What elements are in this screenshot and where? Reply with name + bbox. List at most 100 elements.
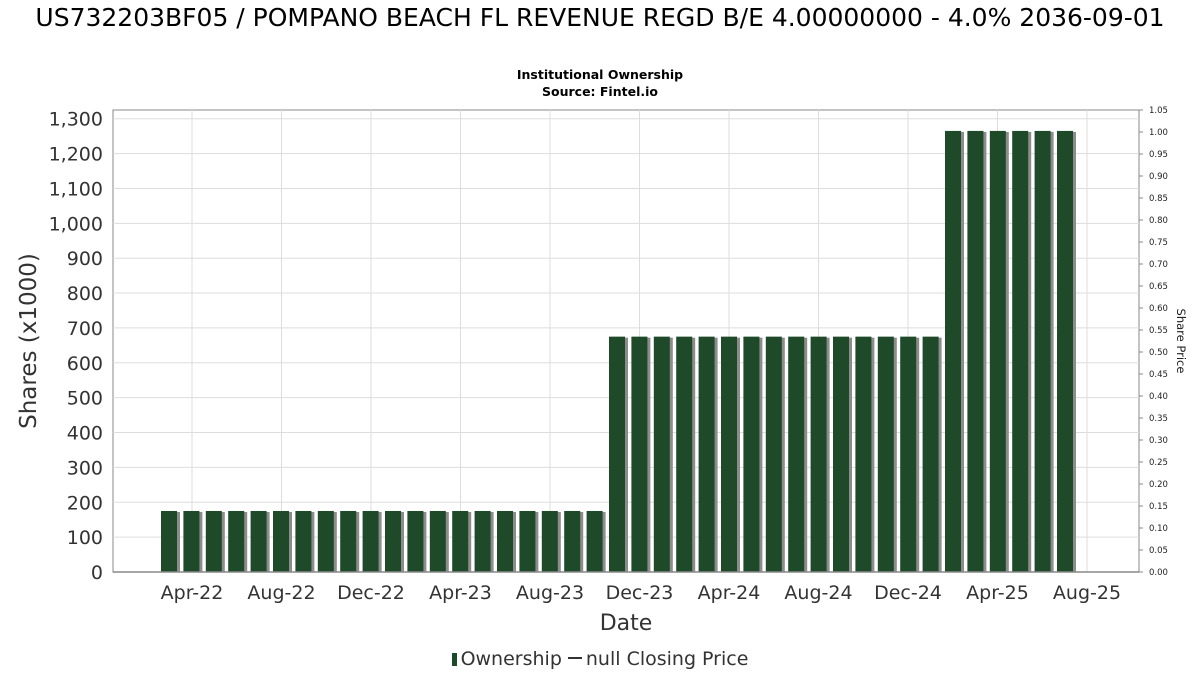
ownership-bar — [676, 336, 693, 572]
y-tick-label: 0 — [91, 562, 103, 584]
y2-tick-label: 0.15 — [1149, 502, 1168, 512]
ownership-bar — [698, 336, 715, 572]
chart-subtitle: Institutional Ownership — [516, 67, 684, 82]
y2-tick-label: 0.10 — [1149, 524, 1168, 534]
y2-tick-label: 1.05 — [1149, 106, 1168, 116]
chart-title: US732203BF05 / POMPANO BEACH FL REVENUE … — [35, 3, 1165, 32]
ownership-bar — [497, 510, 513, 572]
x-tick-label: Apr-22 — [161, 582, 224, 604]
ownership-bar — [833, 336, 849, 572]
x-tick-label: Apr-23 — [429, 582, 492, 604]
ownership-bar — [631, 336, 648, 572]
y2-tick-label: 0.90 — [1149, 172, 1168, 182]
x-tick-label: Aug-23 — [516, 582, 584, 604]
chart-source: Source: Fintel.io — [542, 84, 658, 99]
ownership-bar — [743, 336, 760, 572]
x-tick-label: Dec-24 — [874, 582, 942, 604]
ownership-bar — [1034, 130, 1051, 572]
y-tick-label: 600 — [67, 353, 103, 375]
ownership-bar — [1057, 130, 1073, 572]
y-axis-label: Shares (x1000) — [16, 253, 42, 429]
y2-tick-label: 0.25 — [1149, 458, 1168, 468]
ownership-bar — [183, 510, 200, 572]
price-legend-swatch — [567, 657, 582, 659]
y2-tick-label: 0.40 — [1149, 392, 1168, 402]
y-tick-label: 300 — [67, 457, 103, 479]
ownership-bar — [541, 510, 558, 572]
y2-tick-label: 0.60 — [1149, 304, 1168, 314]
x-tick-label: Aug-25 — [1053, 582, 1121, 604]
ownership-bar — [295, 510, 312, 572]
x-tick-label: Dec-23 — [606, 582, 674, 604]
ownership-bar — [228, 510, 245, 572]
bars — [161, 130, 1076, 572]
y2-tick-label: 0.95 — [1149, 150, 1168, 160]
y-tick-label: 900 — [67, 248, 103, 270]
ownership-bar — [161, 510, 177, 572]
ownership-bar — [900, 336, 917, 572]
y2-tick-label: 0.75 — [1149, 238, 1168, 248]
ownership-bar — [429, 510, 446, 572]
y2-tick-label: 0.05 — [1149, 546, 1168, 556]
y2-tick-label: 0.80 — [1149, 216, 1168, 226]
y-tick-label: 1,200 — [49, 144, 103, 166]
ownership-bar — [250, 510, 267, 572]
ownership-bar — [922, 336, 939, 572]
y2-tick-label: 0.85 — [1149, 194, 1168, 204]
ownership-bar — [855, 336, 872, 572]
y2-tick-label: 0.30 — [1149, 436, 1168, 446]
x-axis-label: Date — [600, 611, 653, 636]
ownership-bar — [452, 510, 469, 572]
ownership-bar — [765, 336, 782, 572]
y2-tick-label: 0.45 — [1149, 370, 1168, 380]
ownership-bar — [609, 336, 625, 572]
y2-tick-label: 0.00 — [1149, 568, 1168, 578]
y-tick-label: 800 — [67, 283, 103, 305]
y2-tick-label: 0.65 — [1149, 282, 1168, 292]
y2-tick-label: 0.50 — [1149, 348, 1168, 358]
y-tick-label: 1,100 — [49, 178, 103, 200]
y-tick-label: 500 — [67, 388, 103, 410]
ownership-bar — [721, 336, 737, 572]
y2-tick-label: 0.55 — [1149, 326, 1168, 336]
x-tick-label: Apr-25 — [966, 582, 1029, 604]
ownership-bar — [653, 336, 670, 572]
y2-tick-label: 1.00 — [1149, 128, 1168, 138]
legend: Ownership null Closing Price — [0, 648, 1200, 670]
ownership-bar — [317, 510, 334, 572]
ownership-bar — [362, 510, 379, 572]
y2-tick-label: 0.70 — [1149, 260, 1168, 270]
y-tick-label: 200 — [67, 492, 103, 514]
x-tick-label: Apr-24 — [698, 582, 761, 604]
y-tick-label: 700 — [67, 318, 103, 340]
ownership-bar — [340, 510, 357, 572]
ownership-bar — [273, 510, 289, 572]
x-tick-label: Dec-22 — [337, 582, 405, 604]
ownership-legend-swatch — [451, 653, 457, 666]
ownership-bar — [564, 510, 581, 572]
y2-tick-label: 0.20 — [1149, 480, 1168, 490]
ownership-bar — [474, 510, 491, 572]
ownership-bar — [519, 510, 536, 572]
ownership-bar — [810, 336, 827, 572]
x-tick-label: Aug-22 — [247, 582, 315, 604]
y-tick-label: 1,300 — [49, 109, 103, 131]
ownership-bar — [1012, 130, 1029, 572]
ownership-bar — [788, 336, 805, 572]
y2-axis-label: Share Price — [1174, 309, 1188, 374]
ownership-bar — [205, 510, 222, 572]
ownership-bar — [586, 510, 603, 572]
ownership-bar — [407, 510, 424, 572]
ownership-legend-label: Ownership — [460, 648, 562, 670]
ownership-bar — [877, 336, 894, 572]
ownership-bar — [385, 510, 401, 572]
y-tick-label: 100 — [67, 527, 103, 549]
y2-tick-label: 0.35 — [1149, 414, 1168, 424]
ownership-bar — [967, 130, 984, 572]
ownership-bar — [945, 130, 961, 572]
y-tick-label: 1,000 — [49, 213, 103, 235]
y-tick-label: 400 — [67, 423, 103, 445]
x-tick-label: Aug-24 — [784, 582, 852, 604]
ownership-bar — [989, 130, 1006, 572]
